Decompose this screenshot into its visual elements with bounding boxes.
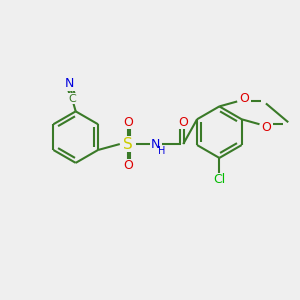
- Text: O: O: [178, 116, 188, 129]
- Text: O: O: [123, 116, 133, 129]
- Text: O: O: [239, 92, 249, 105]
- Text: O: O: [262, 121, 272, 134]
- Text: H: H: [158, 146, 165, 156]
- Text: S: S: [123, 136, 133, 152]
- Text: N: N: [65, 77, 74, 90]
- Text: C: C: [69, 94, 76, 104]
- Text: N: N: [151, 138, 160, 151]
- Text: Cl: Cl: [213, 173, 226, 186]
- Text: O: O: [123, 159, 133, 172]
